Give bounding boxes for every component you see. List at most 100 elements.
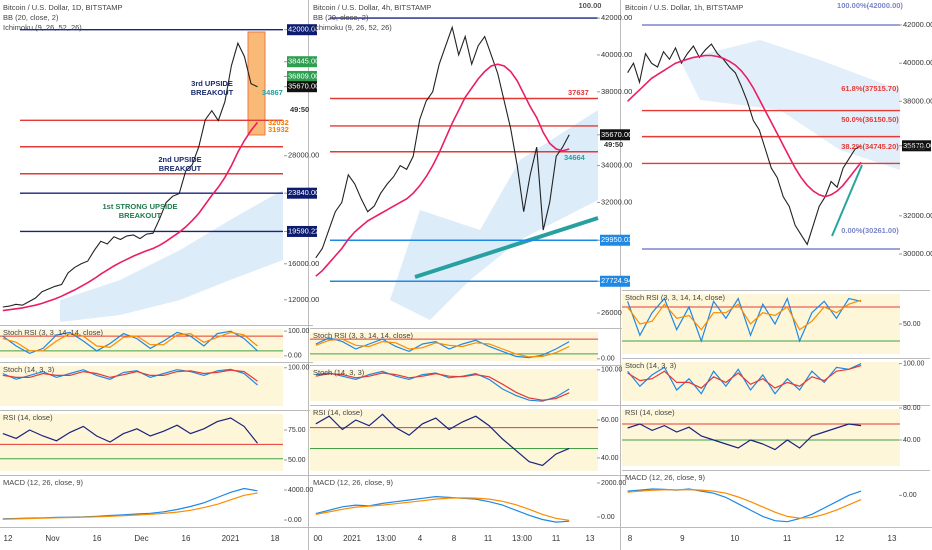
y-tick-label: 32000.00 — [601, 197, 632, 206]
price-label-box — [287, 70, 317, 82]
indicator-band — [0, 414, 283, 471]
annotation: 34664 — [564, 153, 586, 162]
indicator-line — [627, 488, 862, 519]
y-tick-label: 0.00 — [601, 356, 615, 363]
trend-line — [414, 216, 599, 279]
y-tick-label: 0.00 — [903, 492, 917, 499]
indicator-label: Stoch (14, 3, 3) — [313, 368, 365, 377]
moving-average — [627, 54, 862, 198]
y-tick-label: 100.00 — [903, 360, 925, 367]
annotation: 49:50 — [290, 105, 309, 114]
y-tick-label: 32000.00 — [903, 211, 932, 220]
x-tick-label: 10 — [730, 534, 739, 543]
y-tick-label: 50.00 — [903, 321, 921, 328]
annotation: 2nd UPSIDE — [158, 155, 201, 164]
annotation: 100.00 — [579, 1, 602, 10]
x-tick-label: 4 — [418, 534, 423, 543]
x-tick-label: 13 — [888, 534, 897, 543]
price-line — [315, 25, 570, 259]
price-label-box — [287, 187, 317, 199]
x-tick-label: 11 — [783, 534, 792, 543]
price-label-box — [600, 234, 630, 246]
trend-line — [831, 164, 863, 237]
indicator-label: MACD (12, 26, close, 9) — [625, 473, 706, 482]
indicator-line — [315, 413, 570, 467]
y-tick-label: 0.00 — [288, 353, 302, 360]
y-tick-label: 30000.00 — [903, 249, 932, 258]
annotation: 100.00%(42000.00) — [837, 1, 903, 10]
annotation: 49:50 — [604, 140, 623, 149]
indicator-line — [627, 299, 862, 331]
y-tick-label: 100.00 — [288, 328, 310, 335]
indicator-label: Stoch (14, 3, 3) — [3, 365, 55, 374]
y-tick-label: 80.00 — [903, 405, 921, 412]
indicator-label: RSI (14, close) — [3, 413, 53, 422]
y-tick-label: 19590.22 — [288, 226, 319, 235]
annotation: 50.0%(36150.50) — [841, 115, 899, 124]
annotation: 1st STRONG UPSIDE — [102, 202, 177, 211]
y-tick-label: 38445.00 — [288, 57, 319, 66]
x-tick-label: Dec — [134, 534, 148, 543]
annotation: 32032 — [268, 118, 289, 127]
price-label-box — [287, 24, 317, 36]
indicator-label: RSI (14, close) — [313, 408, 363, 417]
panel-header: Ichimoku (9, 26, 52, 26) — [3, 23, 82, 32]
annotation: 38.2%(34745.20) — [841, 142, 899, 151]
y-tick-label: 4000.00 — [288, 487, 313, 494]
y-tick-label: 100.00 — [288, 365, 310, 372]
indicator-line — [2, 369, 258, 382]
x-tick-label: Nov — [45, 534, 59, 543]
y-tick-label: 16000.00 — [288, 259, 319, 268]
y-tick-label: 27724.94 — [601, 276, 632, 285]
highlight-box — [247, 31, 266, 136]
annotation: BREAKOUT — [159, 164, 202, 173]
indicator-line — [315, 372, 570, 401]
annotation: 34867 — [262, 88, 283, 97]
y-tick-label: 35670.00 — [903, 141, 932, 150]
indicator-label: Stoch (14, 3, 3) — [625, 361, 677, 370]
x-tick-label: 00 — [314, 534, 323, 543]
indicator-label: Stoch RSI (3, 3, 14, 14, close) — [313, 331, 414, 340]
y-tick-label: 12000.00 — [288, 295, 319, 304]
x-tick-label: 8 — [628, 534, 633, 543]
panel-header: Bitcoin / U.S. Dollar, 4h, BITSTAMP — [313, 3, 431, 12]
indicator-line — [315, 337, 570, 359]
x-tick-label: 13:00 — [512, 534, 533, 543]
panel-header: BB (20, close, 2) — [313, 13, 369, 22]
y-tick-label: 60.00 — [601, 417, 619, 424]
annotation: 49:50 — [906, 143, 925, 152]
annotation: 31932 — [268, 125, 289, 134]
indicator-band — [310, 332, 598, 361]
y-tick-label: 23840.00 — [288, 188, 319, 197]
indicator-label: Stoch RSI (3, 3, 14, 14, close) — [625, 293, 726, 302]
y-tick-label: 40.00 — [601, 455, 619, 462]
x-tick-label: 12 — [835, 534, 844, 543]
y-tick-label: 34000.00 — [601, 161, 632, 170]
indicator-line — [627, 364, 862, 389]
x-tick-label: 13 — [586, 534, 595, 543]
panel-header: Ichimoku (9, 26, 52, 26) — [313, 23, 392, 32]
panel-header: Bitcoin / U.S. Dollar, 1D, BITSTAMP — [3, 3, 122, 12]
y-tick-label: 40.00 — [903, 437, 921, 444]
price-label-box — [287, 225, 317, 237]
indicator-line — [2, 331, 258, 352]
panel-header: Bitcoin / U.S. Dollar, 1h, BITSTAMP — [625, 3, 743, 12]
moving-average — [315, 63, 570, 277]
indicator-line — [627, 296, 862, 343]
y-tick-label: 42000.00 — [601, 13, 632, 22]
x-tick-label: 12 — [4, 534, 13, 543]
indicator-band — [310, 369, 598, 401]
x-tick-label: 18 — [271, 534, 280, 543]
price-label-box — [287, 81, 317, 93]
y-tick-label: 42000.00 — [903, 20, 932, 29]
annotation: BREAKOUT — [191, 88, 234, 97]
y-tick-label: 50.00 — [288, 457, 306, 464]
y-tick-label: 40000.00 — [903, 58, 932, 67]
price-line — [2, 41, 258, 308]
panel-header: BB (20, close, 2) — [3, 13, 59, 22]
x-tick-label: 9 — [680, 534, 685, 543]
y-tick-label: 0.00 — [601, 514, 615, 521]
annotation: 3rd UPSIDE — [191, 79, 233, 88]
annotation: 0.00%(30261.00) — [841, 226, 899, 235]
x-tick-label: 8 — [452, 534, 457, 543]
